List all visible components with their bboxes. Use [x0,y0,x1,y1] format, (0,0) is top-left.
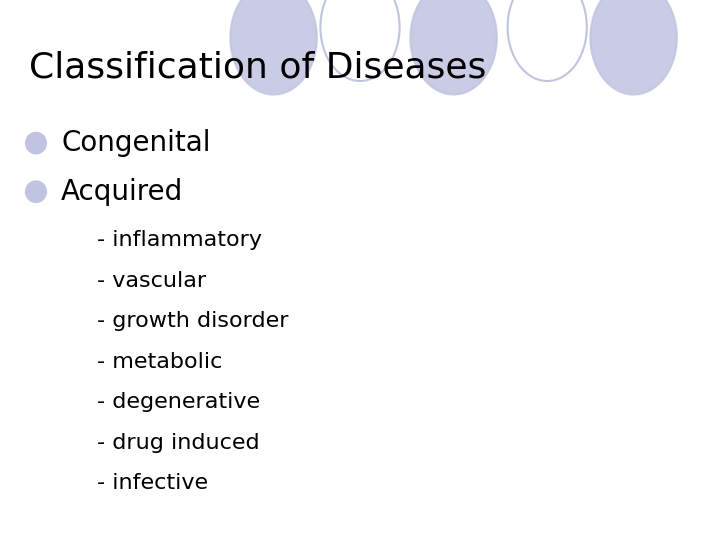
Text: - drug induced: - drug induced [97,433,260,453]
Text: Acquired: Acquired [61,178,184,206]
Text: - inflammatory: - inflammatory [97,230,262,251]
Ellipse shape [590,0,677,94]
Text: Classification of Diseases: Classification of Diseases [29,51,486,84]
Text: - infective: - infective [97,473,208,494]
Ellipse shape [26,181,46,202]
Ellipse shape [508,0,587,81]
Ellipse shape [26,132,46,154]
Text: - degenerative: - degenerative [97,392,261,413]
Text: - growth disorder: - growth disorder [97,311,289,332]
Text: - metabolic: - metabolic [97,352,222,372]
Ellipse shape [230,0,317,94]
Ellipse shape [320,0,400,81]
Ellipse shape [410,0,497,94]
Text: - vascular: - vascular [97,271,207,291]
Text: Congenital: Congenital [61,129,211,157]
